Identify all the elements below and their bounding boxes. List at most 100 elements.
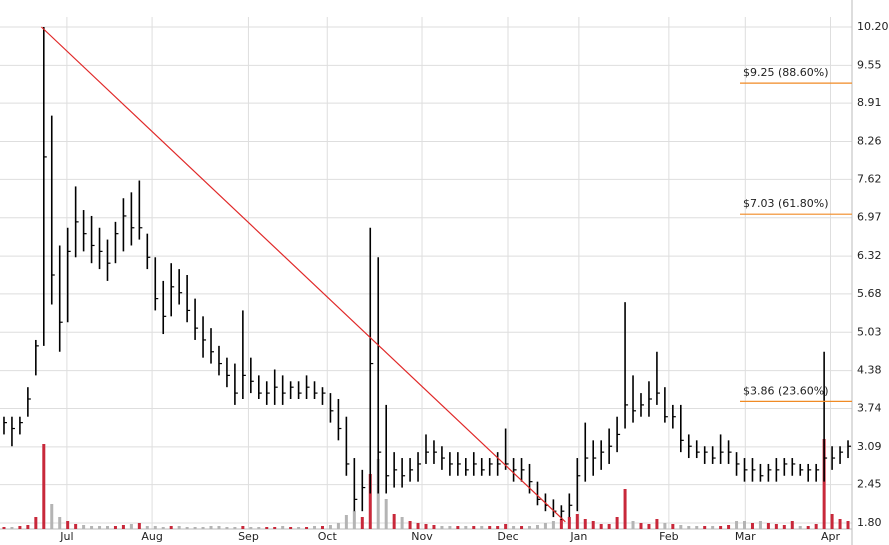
- x-tick-label: Dec: [497, 530, 518, 543]
- volume-bar: [727, 525, 731, 529]
- volume-bar: [297, 527, 301, 529]
- volume-bar: [782, 525, 786, 529]
- volume-bar: [313, 526, 317, 529]
- x-tick-label: Oct: [318, 530, 338, 543]
- volume-bar: [798, 526, 802, 529]
- volume-bar: [384, 499, 388, 529]
- x-tick-label: Sep: [238, 530, 259, 543]
- volume-bar: [201, 527, 205, 529]
- volume-bar: [599, 524, 603, 529]
- volume-bar: [145, 526, 149, 529]
- volume-bar: [209, 526, 213, 529]
- volume-bar: [193, 527, 197, 529]
- volume-bar: [774, 524, 778, 529]
- volume-bar: [559, 519, 563, 529]
- y-tick-label: 10.20: [857, 20, 889, 33]
- volume-bar: [687, 526, 691, 529]
- volume-bar: [528, 526, 532, 529]
- volume-bar: [10, 527, 14, 529]
- volume-bar: [233, 527, 237, 529]
- volume-bar: [432, 525, 436, 529]
- volume-bar: [615, 517, 619, 529]
- volume-bar: [289, 527, 293, 529]
- y-tick-label: 3.09: [857, 440, 882, 453]
- volume-bar: [504, 524, 508, 529]
- volume-bar: [153, 526, 157, 529]
- volume-bar: [113, 526, 117, 529]
- volume-bar: [177, 526, 181, 529]
- volume-bar: [50, 504, 54, 529]
- volume-bar: [814, 524, 818, 529]
- y-tick-label: 4.38: [857, 364, 882, 377]
- volume-bar: [360, 517, 364, 529]
- volume-bar: [719, 526, 723, 529]
- volume-bar: [535, 525, 539, 529]
- volume-bar: [679, 525, 683, 529]
- y-tick-label: 7.62: [857, 172, 882, 185]
- volume-bar: [567, 517, 571, 529]
- volume-bar: [480, 526, 484, 529]
- volume-bar: [583, 519, 587, 529]
- volume-bar: [735, 521, 739, 529]
- volume-bar: [671, 524, 675, 529]
- volume-bar: [121, 525, 125, 529]
- volume-bar: [241, 526, 245, 529]
- volume-bar: [249, 527, 253, 529]
- trend-line: [40, 26, 566, 523]
- volume-bar: [424, 524, 428, 529]
- volume-bar: [273, 527, 277, 529]
- volume-bar: [806, 526, 810, 529]
- volume-bar: [631, 521, 635, 529]
- volume-bar: [830, 514, 834, 529]
- volume-bar: [225, 527, 229, 529]
- fib-level-label: $9.25 (88.60%): [743, 66, 829, 79]
- x-tick-label: Nov: [411, 530, 433, 543]
- volume-bar: [305, 527, 309, 529]
- volume-bar: [82, 525, 86, 529]
- volume-bar: [105, 526, 109, 529]
- y-tick-label: 2.45: [857, 478, 882, 491]
- volume-bar: [464, 526, 468, 529]
- volume-bar: [822, 439, 826, 529]
- volume-bar: [790, 521, 794, 529]
- volume-bar: [703, 526, 707, 529]
- volume-bar: [408, 521, 412, 529]
- volume-bar: [655, 519, 659, 529]
- volume-bar: [846, 521, 850, 529]
- volume-bar: [647, 524, 651, 529]
- fib-level-label: $7.03 (61.80%): [743, 197, 829, 210]
- volume-bar: [520, 526, 524, 529]
- y-tick-label: 6.32: [857, 249, 882, 262]
- volume-bar: [663, 523, 667, 529]
- volume-bar: [34, 517, 38, 529]
- volume-bar: [281, 526, 285, 529]
- y-tick-label: 6.97: [857, 211, 882, 224]
- volume-bar: [440, 526, 444, 529]
- volume-bar: [766, 523, 770, 529]
- volume-bar: [750, 523, 754, 529]
- volume-bar: [472, 526, 476, 529]
- x-tick-label: Aug: [141, 530, 162, 543]
- volume-bar: [18, 526, 22, 529]
- volume-bar: [416, 523, 420, 529]
- y-tick-label: 9.55: [857, 58, 882, 71]
- volume-bar: [392, 514, 396, 529]
- y-tick-label: 5.68: [857, 287, 882, 300]
- volume-bar: [98, 526, 102, 529]
- volume-bar: [336, 523, 340, 529]
- volume-bar: [328, 525, 332, 529]
- volume-bar: [488, 526, 492, 529]
- volume-bar: [695, 526, 699, 529]
- volume-bar: [623, 489, 627, 529]
- volume-bar: [543, 523, 547, 529]
- volume-bar: [74, 524, 78, 529]
- volume-bar: [320, 526, 324, 529]
- volume-bar: [758, 521, 762, 529]
- volume-bar: [639, 523, 643, 529]
- volume-bar: [368, 474, 372, 529]
- y-tick-label: 1.80: [857, 516, 882, 529]
- volume-bar: [265, 527, 269, 529]
- volume-bar: [161, 527, 165, 529]
- volume-bar: [2, 527, 6, 529]
- volume-bar: [456, 526, 460, 529]
